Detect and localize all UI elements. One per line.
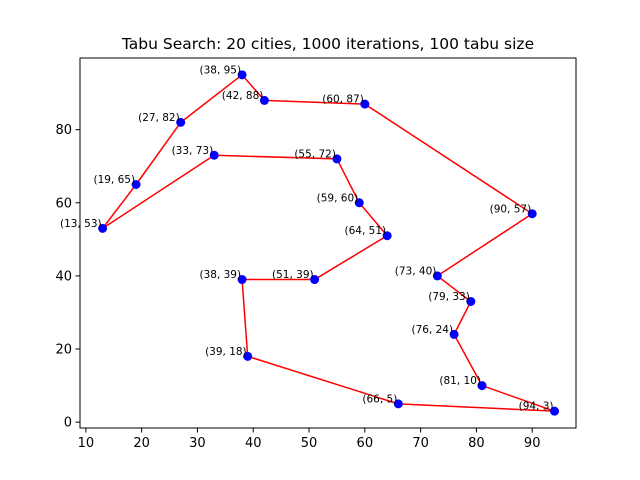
city-label: (38, 39) xyxy=(199,269,241,281)
city-label: (39, 18) xyxy=(205,346,247,358)
city-point xyxy=(477,381,487,391)
y-tick-label: 60 xyxy=(55,196,72,211)
x-tick-label: 30 xyxy=(189,436,206,451)
city-label: (38, 95) xyxy=(199,64,241,76)
city-point xyxy=(382,231,392,241)
city-label: (94, 3) xyxy=(519,401,554,413)
city-label: (42, 88) xyxy=(222,90,264,102)
city-point xyxy=(360,99,370,109)
tour-path xyxy=(101,74,556,412)
city-point xyxy=(550,406,560,416)
city-label: (27, 82) xyxy=(138,112,180,124)
city-point xyxy=(527,209,537,219)
y-tick-label: 0 xyxy=(64,416,72,431)
city-label: (51, 39) xyxy=(272,269,314,281)
tour-lines xyxy=(101,74,556,412)
x-tick-label: 20 xyxy=(133,436,150,451)
city-point xyxy=(432,271,442,281)
city-label: (59, 60) xyxy=(317,192,359,204)
city-points xyxy=(98,70,560,416)
city-point xyxy=(466,297,476,306)
city-point xyxy=(209,150,219,160)
y-tick-label: 40 xyxy=(55,269,72,284)
city-label: (81, 10) xyxy=(439,375,481,387)
city-point xyxy=(237,275,247,285)
y-tick-label: 20 xyxy=(55,343,72,358)
city-point xyxy=(237,70,247,80)
x-tick-label: 40 xyxy=(245,436,262,451)
city-label: (55, 72) xyxy=(294,148,336,160)
city-point xyxy=(98,223,108,233)
axes-frame xyxy=(79,57,577,429)
x-tick-label: 70 xyxy=(412,436,429,451)
city-label: (66, 5) xyxy=(362,393,397,405)
city-label: (79, 33) xyxy=(428,291,470,303)
city-point xyxy=(310,275,320,285)
y-tick-label: 80 xyxy=(55,123,72,138)
city-labels: (38, 95) (42, 88) (60, 87) (90, 57) (73, 40)… xyxy=(60,64,554,412)
city-label: (19, 65) xyxy=(93,174,135,186)
x-tick-label: 10 xyxy=(78,436,95,451)
city-point xyxy=(332,154,342,164)
city-point xyxy=(243,351,253,361)
x-tick-label: 90 xyxy=(524,436,541,451)
city-label: (13, 53) xyxy=(60,218,102,230)
city-label: (73, 40) xyxy=(395,265,437,277)
city-label: (33, 73) xyxy=(172,145,214,157)
chart-title: Tabu Search: 20 cities, 1000 iterations,… xyxy=(121,35,534,53)
x-tick-label: 60 xyxy=(357,436,374,451)
city-label: (76, 24) xyxy=(411,324,453,336)
x-tick-label: 50 xyxy=(301,436,318,451)
city-point xyxy=(176,117,186,127)
city-point xyxy=(259,95,269,105)
city-label: (64, 51) xyxy=(345,225,387,237)
city-point xyxy=(354,198,364,208)
city-point xyxy=(131,180,141,189)
city-point xyxy=(393,399,403,409)
x-tick-label: 80 xyxy=(468,436,485,451)
y-axis: 0 20 40 60 80 xyxy=(55,123,80,431)
city-label: (60, 87) xyxy=(322,94,364,106)
city-label: (90, 57) xyxy=(490,203,532,215)
city-point xyxy=(449,329,459,339)
x-axis: 10 20 30 40 50 60 70 80 90 xyxy=(78,428,541,451)
